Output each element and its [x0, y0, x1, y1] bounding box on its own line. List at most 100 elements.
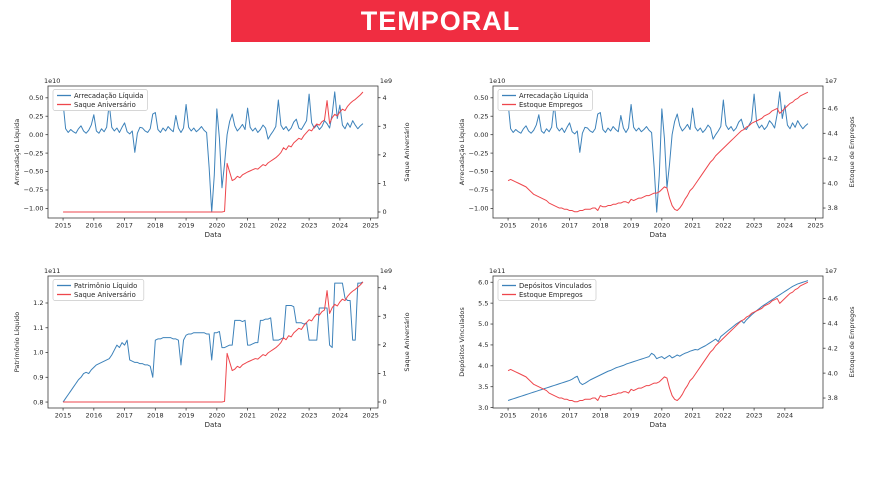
plot-frame — [492, 275, 824, 409]
x-tick-label: 2022 — [270, 222, 287, 230]
x-tick-label: 2022 — [715, 412, 732, 420]
y-right-tick-label: 1 — [383, 180, 387, 188]
plot-frame — [47, 275, 379, 409]
y-right-tick-label: 3.8 — [828, 204, 838, 212]
y-left-axis-title: Depósitos Vinculados — [458, 307, 466, 377]
chart-depositos-vs-estoque: 2015 2016 2017 2018 2019 2020 2021 2022 2023 2024… — [455, 265, 875, 440]
y-right-tick-label: 4.0 — [828, 369, 838, 377]
x-tick-label: 2021 — [684, 412, 701, 420]
x-tick-label: 2024 — [777, 412, 794, 420]
plot-frame — [47, 85, 379, 219]
series-line-arrecadacao_liquida_1e10 — [62, 91, 364, 213]
y-right-tick-label: 4.4 — [828, 320, 838, 328]
x-tick-label: 2015 — [55, 222, 72, 230]
y-left-tick-label: 4.0 — [478, 362, 488, 370]
legend-entry-label: Arrecadação Líquida — [74, 92, 143, 100]
y-left-tick-label: 0.00 — [29, 131, 43, 139]
y-right-offset-label: 1e9 — [380, 267, 392, 275]
page-title: TEMPORAL — [360, 5, 521, 36]
legend-entry-label: Depósitos Vinculados — [519, 282, 592, 290]
series-line-estoque_empregos_1e7 — [507, 91, 809, 213]
x-tick-label: 2018 — [592, 412, 609, 420]
series-line-patrimonio_liquido_1e11 — [62, 281, 364, 403]
x-tick-label: 2022 — [270, 412, 287, 420]
y-right-axis-title: Saque Aniversário — [403, 122, 411, 181]
y-left-offset-label: 1e10 — [44, 77, 60, 85]
y-left-tick-label: 0.9 — [33, 373, 43, 381]
x-tick-label: 2016 — [531, 412, 548, 420]
y-right-tick-label: 4 — [383, 284, 387, 292]
x-tick-label: 2023 — [301, 412, 318, 420]
x-tick-label: 2021 — [239, 222, 256, 230]
x-tick-label: 2023 — [301, 222, 318, 230]
x-tick-label: 2023 — [746, 222, 763, 230]
x-tick-label: 2021 — [239, 412, 256, 420]
x-tick-label: 2020 — [654, 222, 671, 230]
y-left-tick-label: −0.75 — [24, 186, 44, 194]
y-left-tick-label: 0.50 — [474, 94, 488, 102]
chart-patrimonio-vs-saque-plot: 2015 2016 2017 2018 2019 2020 2021 2022 2023 2024… — [13, 267, 411, 429]
x-tick-label: 2020 — [654, 412, 671, 420]
y-left-tick-label: 0.50 — [29, 94, 43, 102]
y-right-tick-label: 4.0 — [828, 179, 838, 187]
legend-entry-label: Patrimônio Líquido — [74, 282, 137, 290]
y-left-tick-label: −1.00 — [24, 205, 44, 213]
x-tick-label: 2024 — [332, 412, 349, 420]
y-left-tick-label: 0.25 — [29, 112, 43, 120]
y-left-axis-title: Patrimônio Líquido — [13, 312, 21, 373]
x-tick-label: 2021 — [684, 222, 701, 230]
y-left-tick-label: 1.1 — [33, 324, 43, 332]
y-left-tick-label: 1.2 — [33, 299, 43, 307]
y-right-tick-label: 3.8 — [828, 394, 838, 402]
legend-box — [497, 279, 597, 301]
x-tick-label: 2025 — [362, 222, 379, 230]
x-axis-title: Data — [205, 421, 222, 429]
y-left-offset-label: 1e10 — [489, 77, 505, 85]
x-tick-label: 2016 — [86, 222, 103, 230]
x-tick-label: 2015 — [500, 412, 517, 420]
y-right-offset-label: 1e9 — [380, 77, 392, 85]
y-right-tick-label: 3 — [383, 312, 387, 320]
x-tick-label: 2022 — [715, 222, 732, 230]
x-tick-label: 2015 — [500, 222, 517, 230]
y-left-tick-label: 3.0 — [478, 404, 488, 412]
y-right-tick-label: 2 — [383, 341, 387, 349]
x-tick-label: 2023 — [746, 412, 763, 420]
y-right-tick-label: 4 — [383, 94, 387, 102]
chart-arrecadacao-vs-estoque: 2015 2016 2017 2018 2019 2020 2021 2022 2023 2024… — [455, 75, 875, 250]
x-tick-label: 2016 — [86, 412, 103, 420]
x-tick-label: 2019 — [623, 222, 640, 230]
chart-arrecadacao-vs-saque-plot: 2015 2016 2017 2018 2019 2020 2021 2022 2023 2024… — [13, 77, 411, 239]
legend-box — [52, 89, 148, 111]
y-left-tick-label: −0.50 — [24, 168, 44, 176]
x-tick-label: 2018 — [592, 222, 609, 230]
x-tick-label: 2019 — [623, 412, 640, 420]
legend-box — [497, 89, 593, 111]
chart-arrecadacao-vs-estoque-plot: 2015 2016 2017 2018 2019 2020 2021 2022 2023 2024… — [458, 77, 856, 239]
y-left-axis-title: Arrecadação Líquida — [13, 119, 21, 185]
y-right-axis-title: Saque Aniversário — [403, 312, 411, 371]
series-line-depositos_vinculados_1e11 — [507, 280, 809, 401]
legend-entry-label: Estoque Empregos — [519, 291, 583, 299]
y-left-tick-label: 0.00 — [474, 131, 488, 139]
y-left-tick-label: 3.5 — [478, 383, 488, 391]
x-tick-label: 2017 — [561, 412, 578, 420]
x-tick-label: 2018 — [147, 412, 164, 420]
y-left-tick-label: 4.5 — [478, 341, 488, 349]
x-tick-label: 2016 — [531, 222, 548, 230]
y-left-tick-label: 0.25 — [474, 112, 488, 120]
y-left-tick-label: −0.50 — [469, 168, 489, 176]
x-axis-title: Data — [205, 231, 222, 239]
x-tick-label: 2015 — [55, 412, 72, 420]
x-tick-label: 2024 — [777, 222, 794, 230]
y-left-tick-label: −0.25 — [24, 149, 44, 157]
y-right-axis-title: Estoque de Empregos — [848, 116, 856, 188]
x-tick-label: 2017 — [116, 412, 133, 420]
chart-arrecadacao-vs-saque: 2015 2016 2017 2018 2019 2020 2021 2022 2023 2024… — [10, 75, 430, 250]
y-right-tick-label: 1 — [383, 370, 387, 378]
section-header-banner: TEMPORAL — [231, 0, 650, 42]
y-right-axis-title: Estoque de Empregos — [848, 306, 856, 378]
x-axis-title: Data — [650, 421, 667, 429]
x-tick-label: 2025 — [807, 222, 824, 230]
